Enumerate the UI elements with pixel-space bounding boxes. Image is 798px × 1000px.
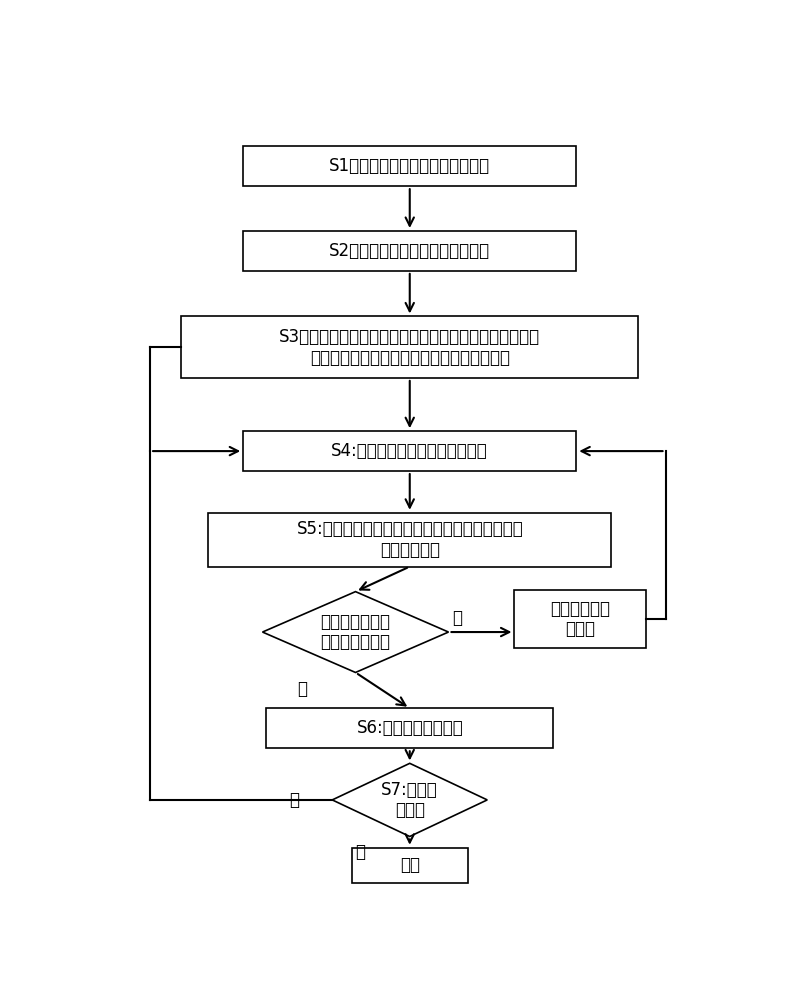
Bar bbox=[243, 231, 576, 271]
Text: 是: 是 bbox=[298, 680, 307, 698]
Text: S2：调整使转台台面和标准镜平行: S2：调整使转台台面和标准镜平行 bbox=[330, 242, 490, 260]
Bar bbox=[243, 431, 576, 471]
Bar bbox=[515, 590, 646, 648]
Polygon shape bbox=[332, 763, 488, 836]
Text: S1：搭建测量平台，规划测量方案: S1：搭建测量平台，规划测量方案 bbox=[330, 157, 490, 175]
Text: S6:测量子孔径的面形: S6:测量子孔径的面形 bbox=[357, 719, 463, 737]
Text: 是: 是 bbox=[355, 843, 365, 861]
Text: S5:探测会聚点位置，并根据基准点位置，计算被
测镜的倾斜角: S5:探测会聚点位置，并根据基准点位置，计算被 测镜的倾斜角 bbox=[296, 520, 523, 559]
Bar bbox=[181, 316, 638, 378]
Text: S4:将被测镜移到下一子孔径位置: S4:将被测镜移到下一子孔径位置 bbox=[331, 442, 488, 460]
Polygon shape bbox=[263, 592, 448, 672]
Text: 结束: 结束 bbox=[400, 856, 420, 874]
Text: 调整被测镜的
倾斜量: 调整被测镜的 倾斜量 bbox=[551, 600, 610, 638]
Text: S7:测量是
否完成: S7:测量是 否完成 bbox=[381, 781, 438, 819]
Bar bbox=[243, 146, 576, 186]
Bar bbox=[352, 848, 468, 883]
Bar bbox=[208, 513, 611, 567]
Bar bbox=[267, 708, 553, 748]
Text: 否: 否 bbox=[452, 609, 462, 627]
Text: S3：在第一子孔径处探测会聚点位置，并建立标准镜和被
测镜平行的基准点，并测量第一子孔径的面形: S3：在第一子孔径处探测会聚点位置，并建立标准镜和被 测镜平行的基准点，并测量第… bbox=[279, 328, 540, 367]
Text: 否: 否 bbox=[290, 791, 299, 809]
Text: 倾斜角是否需要
调节小于临界角: 倾斜角是否需要 调节小于临界角 bbox=[321, 613, 390, 651]
